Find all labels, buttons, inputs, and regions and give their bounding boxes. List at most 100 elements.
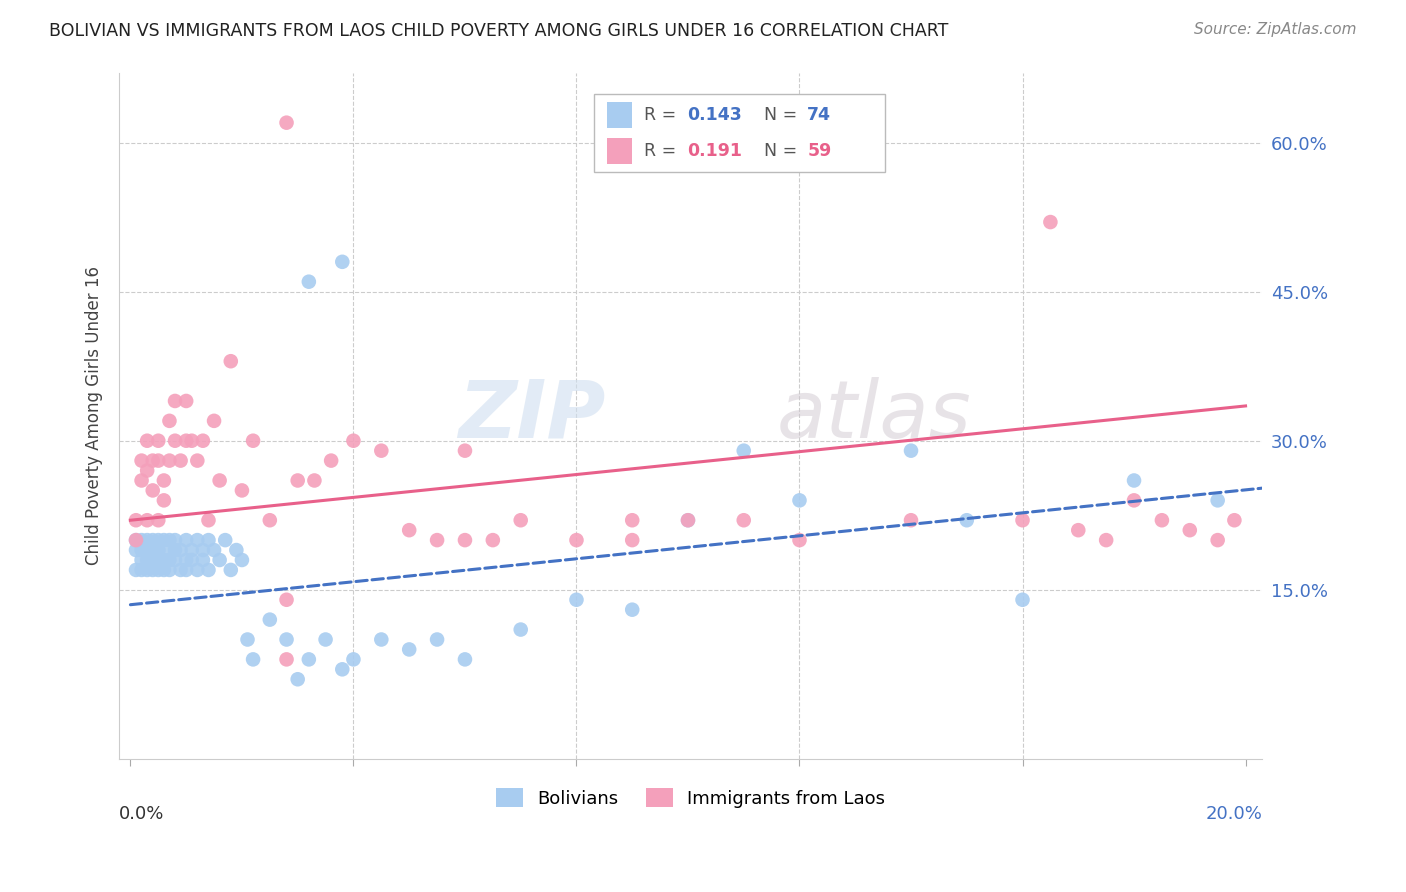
Point	[621, 603, 644, 617]
Point	[276, 632, 298, 647]
Point	[180, 434, 202, 448]
Point	[163, 394, 186, 409]
Point	[142, 563, 165, 577]
Point	[321, 453, 343, 467]
Point	[142, 453, 165, 467]
Point	[148, 533, 170, 548]
Point	[789, 493, 811, 508]
Point	[225, 543, 247, 558]
Point	[733, 513, 755, 527]
Point	[565, 592, 588, 607]
Text: R =: R =	[644, 142, 682, 161]
Point	[426, 533, 449, 548]
Point	[330, 255, 353, 269]
Text: R =: R =	[644, 106, 682, 124]
Point	[159, 533, 181, 548]
Point	[136, 434, 159, 448]
Point	[330, 662, 353, 676]
Point	[191, 553, 214, 567]
Point	[342, 652, 364, 666]
Point	[219, 354, 242, 368]
Point	[304, 474, 326, 488]
Point	[125, 513, 148, 527]
Point	[191, 543, 214, 558]
Point	[163, 553, 186, 567]
Point	[142, 533, 165, 548]
FancyBboxPatch shape	[593, 94, 886, 172]
Point	[148, 553, 170, 567]
Text: 0.191: 0.191	[688, 142, 742, 161]
Text: Source: ZipAtlas.com: Source: ZipAtlas.com	[1194, 22, 1357, 37]
Point	[565, 533, 588, 548]
Point	[153, 563, 176, 577]
Point	[159, 453, 181, 467]
Point	[159, 543, 181, 558]
Text: N =: N =	[763, 142, 803, 161]
Point	[169, 543, 191, 558]
Point	[1067, 523, 1090, 537]
Point	[259, 613, 281, 627]
Point	[142, 483, 165, 498]
Point	[197, 513, 219, 527]
Point	[153, 493, 176, 508]
Point	[148, 453, 170, 467]
Point	[276, 592, 298, 607]
Y-axis label: Child Poverty Among Girls Under 16: Child Poverty Among Girls Under 16	[86, 267, 103, 566]
Point	[202, 543, 225, 558]
Point	[191, 434, 214, 448]
Point	[142, 553, 165, 567]
Point	[242, 652, 264, 666]
Point	[163, 434, 186, 448]
Point	[131, 533, 153, 548]
Point	[180, 553, 202, 567]
Point	[236, 632, 259, 647]
Point	[621, 513, 644, 527]
Point	[733, 443, 755, 458]
Point	[1095, 533, 1118, 548]
Point	[136, 533, 159, 548]
Point	[1123, 474, 1146, 488]
Point	[197, 563, 219, 577]
Text: BOLIVIAN VS IMMIGRANTS FROM LAOS CHILD POVERTY AMONG GIRLS UNDER 16 CORRELATION : BOLIVIAN VS IMMIGRANTS FROM LAOS CHILD P…	[49, 22, 949, 40]
Point	[900, 443, 922, 458]
Point	[1206, 493, 1229, 508]
Point	[163, 543, 186, 558]
Point	[148, 563, 170, 577]
Point	[1150, 513, 1173, 527]
Point	[956, 513, 979, 527]
Point	[142, 543, 165, 558]
Point	[621, 533, 644, 548]
Point	[153, 474, 176, 488]
Point	[426, 632, 449, 647]
Point	[231, 553, 253, 567]
Point	[159, 553, 181, 567]
Point	[1178, 523, 1201, 537]
Point	[276, 652, 298, 666]
Point	[1206, 533, 1229, 548]
Text: atlas: atlas	[776, 377, 972, 455]
Point	[136, 563, 159, 577]
Point	[169, 563, 191, 577]
Point	[153, 553, 176, 567]
Text: 20.0%: 20.0%	[1205, 805, 1263, 823]
Point	[186, 533, 208, 548]
Point	[398, 523, 420, 537]
Point	[125, 563, 148, 577]
Point	[298, 652, 321, 666]
Point	[125, 533, 148, 548]
Point	[174, 434, 197, 448]
Point	[454, 443, 477, 458]
Point	[148, 434, 170, 448]
Point	[159, 563, 181, 577]
Point	[136, 513, 159, 527]
Point	[287, 474, 309, 488]
Point	[208, 553, 231, 567]
Point	[509, 513, 531, 527]
Point	[163, 533, 186, 548]
Point	[287, 673, 309, 687]
Point	[370, 443, 392, 458]
Point	[186, 563, 208, 577]
Point	[131, 543, 153, 558]
Point	[131, 553, 153, 567]
Point	[131, 453, 153, 467]
